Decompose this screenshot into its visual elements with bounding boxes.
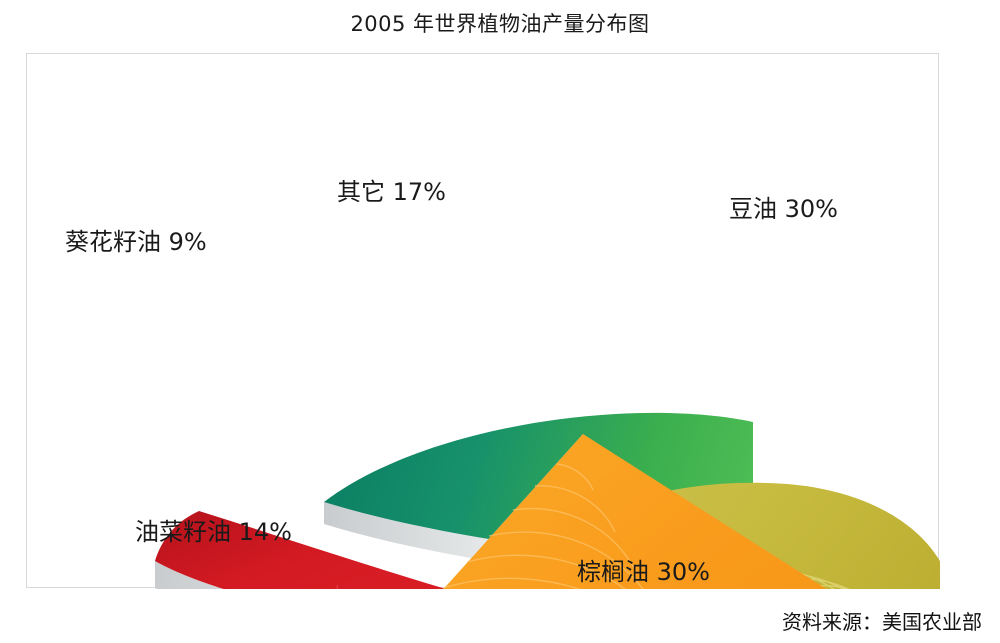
pie-slice-sunflower[interactable] [155,511,665,589]
source-attribution: 资料来源：美国农业部 [782,610,982,634]
slice-label-sunflower: 葵花籽油 9% [65,228,207,256]
pie-slice-palm[interactable] [367,434,940,589]
chart-plot-area: 其它 17% 葵花籽油 9% 豆油 30% 油菜籽油 14% 棕榈油 30% [26,53,940,589]
slice-label-other: 其它 17% [337,178,446,206]
slice-label-palm: 棕榈油 30% [577,558,710,586]
pie-chart-graphic [155,412,940,589]
page-title: 2005 年世界植物油产量分布图 [350,12,650,36]
slice-label-soybean: 豆油 30% [729,195,838,223]
slice-label-rapeseed: 油菜籽油 14% [135,518,292,546]
